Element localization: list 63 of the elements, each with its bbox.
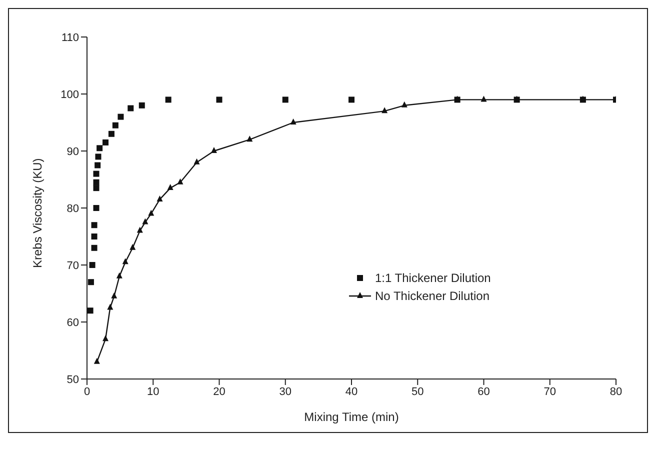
point bbox=[136, 226, 143, 233]
point bbox=[165, 96, 172, 103]
legend-label: 1:1 Thickener Dilution bbox=[375, 271, 491, 285]
y-tick-label: 50 bbox=[66, 374, 79, 386]
point bbox=[194, 158, 200, 164]
x-tick-label: 20 bbox=[213, 386, 226, 398]
x-tick-label: 70 bbox=[544, 386, 556, 398]
point bbox=[87, 308, 94, 314]
x-tick-label: 40 bbox=[345, 386, 358, 398]
y-tick-label: 70 bbox=[66, 260, 79, 272]
point bbox=[91, 244, 98, 251]
y-tick-label: 100 bbox=[60, 88, 79, 101]
point bbox=[177, 178, 184, 184]
point bbox=[401, 101, 408, 108]
point bbox=[111, 292, 118, 298]
legend-label: No Thickener Dilution bbox=[375, 289, 490, 303]
point bbox=[118, 114, 124, 120]
x-tick-label: 30 bbox=[279, 386, 292, 398]
point bbox=[102, 139, 109, 146]
x-tick-label: 10 bbox=[147, 386, 160, 398]
point bbox=[93, 205, 100, 211]
point bbox=[108, 130, 114, 137]
x-tick-label: 80 bbox=[610, 386, 622, 398]
point bbox=[91, 222, 98, 228]
point bbox=[246, 136, 253, 142]
point bbox=[156, 195, 163, 202]
point bbox=[282, 96, 288, 103]
point bbox=[122, 258, 128, 264]
point bbox=[138, 102, 145, 108]
point bbox=[94, 358, 100, 364]
y-axis-title: Krebs Viscosity (KU) bbox=[30, 158, 44, 268]
point bbox=[130, 244, 136, 250]
point bbox=[348, 96, 354, 103]
point bbox=[148, 210, 154, 216]
x-tick-label: 50 bbox=[412, 386, 424, 398]
point bbox=[94, 162, 101, 168]
point bbox=[93, 185, 100, 192]
point bbox=[107, 304, 114, 310]
point bbox=[210, 147, 217, 153]
x-tick-label: 60 bbox=[478, 386, 490, 398]
point bbox=[102, 335, 109, 342]
point bbox=[95, 154, 102, 160]
y-tick-label: 90 bbox=[66, 146, 79, 158]
point bbox=[382, 107, 388, 114]
y-tick-label: 60 bbox=[66, 316, 79, 329]
y-tick-label: 80 bbox=[66, 202, 79, 215]
point bbox=[290, 118, 296, 124]
point bbox=[93, 179, 100, 186]
x-axis-title: Mixing Time (min) bbox=[304, 410, 399, 424]
point bbox=[112, 122, 118, 128]
x-tick-label: 0 bbox=[84, 386, 90, 398]
point bbox=[88, 279, 94, 286]
point bbox=[96, 145, 103, 152]
point bbox=[167, 184, 174, 190]
point bbox=[91, 234, 98, 240]
point bbox=[216, 96, 222, 103]
point bbox=[93, 170, 100, 177]
y-tick-label: 110 bbox=[61, 32, 79, 44]
point bbox=[480, 96, 487, 102]
point bbox=[128, 105, 134, 112]
point bbox=[89, 262, 96, 268]
point bbox=[116, 272, 122, 278]
point bbox=[142, 218, 148, 224]
